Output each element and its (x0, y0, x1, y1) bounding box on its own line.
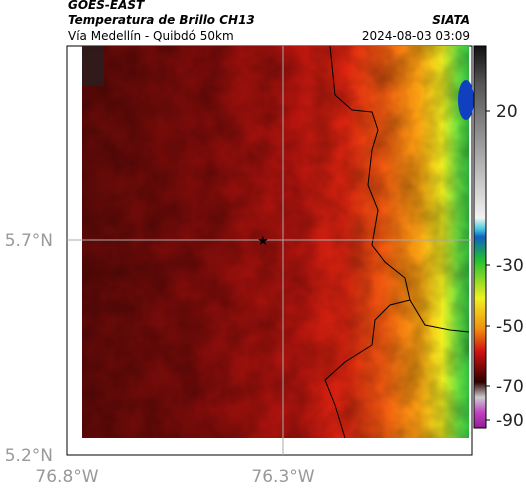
map-panel: ★ (66, 45, 474, 456)
field-texture (82, 46, 469, 438)
datetime: 2024-08-03 03:09 (362, 29, 470, 43)
cold-cloud (458, 80, 474, 120)
colorbar (473, 45, 487, 429)
colorbar-tick-label: -70 (496, 377, 524, 397)
lat-label: 5.7°N (5, 231, 53, 251)
colorbar-tick-label: -90 (496, 411, 524, 431)
lon-label: 76.8°W (35, 467, 98, 487)
border-line (329, 45, 470, 333)
source: SIATA (432, 13, 470, 27)
cold-spot (82, 46, 104, 86)
title: GOES-EAST (68, 0, 145, 12)
location-star: ★ (257, 234, 269, 249)
colorbar-tick-label: -30 (496, 256, 524, 276)
colorbar-tick-label: -50 (496, 317, 524, 337)
lon-label: 76.3°W (251, 467, 314, 487)
route: Vía Medellín - Quibdó 50km (68, 29, 234, 43)
river-line (324, 299, 411, 439)
colorbar-tick-label: 20 (496, 102, 518, 122)
subtitle: Temperatura de Brillo CH13 (68, 13, 255, 27)
lat-label: 5.2°N (5, 446, 53, 466)
